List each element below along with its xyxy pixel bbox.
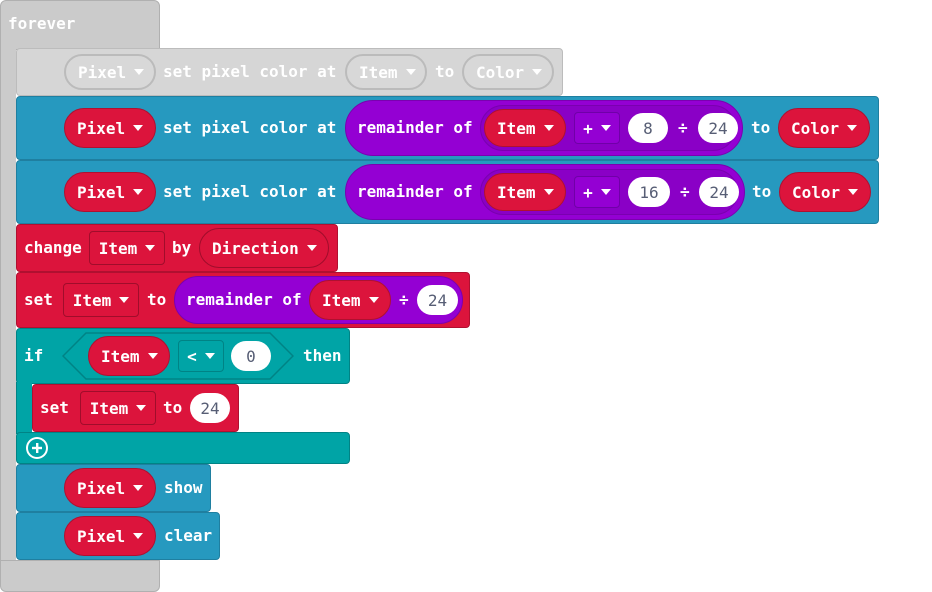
divide-label-3: ÷ <box>399 290 409 309</box>
chevron-down-icon <box>600 125 611 131</box>
chevron-down-icon <box>145 245 156 251</box>
add-else-plus-icon[interactable] <box>26 437 48 459</box>
chevron-down-icon <box>136 405 147 411</box>
chevron-down-icon <box>532 69 543 75</box>
item-variable-1[interactable]: Item <box>484 109 566 147</box>
divide-label-1: ÷ <box>678 118 688 137</box>
if-item-variable[interactable]: Item <box>88 336 170 376</box>
chevron-down-icon <box>543 189 554 195</box>
number-input-mod-2[interactable]: 24 <box>699 177 739 207</box>
chevron-down-icon <box>368 297 379 303</box>
by-label: by <box>172 238 192 257</box>
forever-arm <box>0 48 16 568</box>
chevron-down-icon <box>147 353 158 359</box>
change-item-dropdown[interactable]: Item <box>89 231 165 265</box>
chevron-down-icon <box>405 69 416 75</box>
if-label: if <box>24 346 44 365</box>
show-pixel-dropdown[interactable]: Pixel <box>64 468 156 508</box>
number-input-add-2[interactable]: 16 <box>628 177 670 207</box>
direction-variable[interactable]: Direction <box>199 228 329 268</box>
action-label-1: set pixel color at <box>163 118 337 137</box>
chevron-down-icon <box>133 125 144 131</box>
compare-operator-dropdown[interactable]: < <box>178 340 224 372</box>
chevron-down-icon <box>134 69 145 75</box>
set-item-dropdown-2[interactable]: Item <box>80 391 156 425</box>
set-item-dropdown-1[interactable]: Item <box>63 283 139 317</box>
forever-footer <box>0 560 160 592</box>
set-label-2: set <box>40 398 69 417</box>
set-label-1: set <box>24 290 53 309</box>
to-label-1: to <box>751 118 771 137</box>
chevron-down-icon <box>600 189 611 195</box>
set-number-input[interactable]: 24 <box>190 393 230 423</box>
set-to-label-1: to <box>147 290 167 309</box>
operator-dropdown-1[interactable]: + <box>574 112 620 144</box>
color-dropdown-1[interactable]: Color <box>778 108 870 148</box>
if-arm <box>16 382 32 434</box>
ghost-pixel-dropdown[interactable]: Pixel <box>64 54 156 90</box>
remainder-label-3: remainder of <box>186 290 302 309</box>
item-variable-2[interactable]: Item <box>484 173 566 211</box>
color-dropdown-2[interactable]: Color <box>779 172 871 212</box>
chevron-down-icon <box>133 533 144 539</box>
chevron-down-icon <box>133 485 144 491</box>
remainder-label-2: remainder of <box>357 182 473 201</box>
operator-dropdown-2[interactable]: + <box>574 176 620 208</box>
forever-block[interactable] <box>0 0 160 50</box>
chevron-down-icon <box>119 297 130 303</box>
remainder-label-1: remainder of <box>357 118 473 137</box>
ghost-action-label: set pixel color at <box>163 62 337 81</box>
item-variable-3[interactable]: Item <box>309 280 391 320</box>
clear-pixel-dropdown[interactable]: Pixel <box>64 516 156 556</box>
to-label-2: to <box>752 182 772 201</box>
compare-number-input[interactable]: 0 <box>231 341 271 371</box>
forever-label: forever <box>8 14 76 33</box>
action-label-2: set pixel color at <box>163 182 337 201</box>
number-input-mod-1[interactable]: 24 <box>698 113 738 143</box>
number-input-mod-3[interactable]: 24 <box>417 285 458 315</box>
pixel-dropdown-1[interactable]: Pixel <box>64 108 156 148</box>
ghost-color-dropdown[interactable]: Color <box>462 54 554 90</box>
set-to-label-2: to <box>163 398 183 417</box>
then-label: then <box>303 346 342 365</box>
if-footer <box>16 432 350 464</box>
clear-label: clear <box>164 526 213 545</box>
ghost-item-dropdown[interactable]: Item <box>345 54 427 90</box>
ghost-to-label: to <box>435 62 455 81</box>
divide-label-2: ÷ <box>680 182 690 201</box>
change-label: change <box>24 238 82 257</box>
pixel-dropdown-2[interactable]: Pixel <box>64 172 156 212</box>
chevron-down-icon <box>306 245 317 251</box>
show-label: show <box>164 478 203 497</box>
number-input-add-1[interactable]: 8 <box>628 113 668 143</box>
chevron-down-icon <box>847 125 858 131</box>
chevron-down-icon <box>543 125 554 131</box>
chevron-down-icon <box>848 189 859 195</box>
chevron-down-icon <box>133 189 144 195</box>
chevron-down-icon <box>204 353 215 359</box>
